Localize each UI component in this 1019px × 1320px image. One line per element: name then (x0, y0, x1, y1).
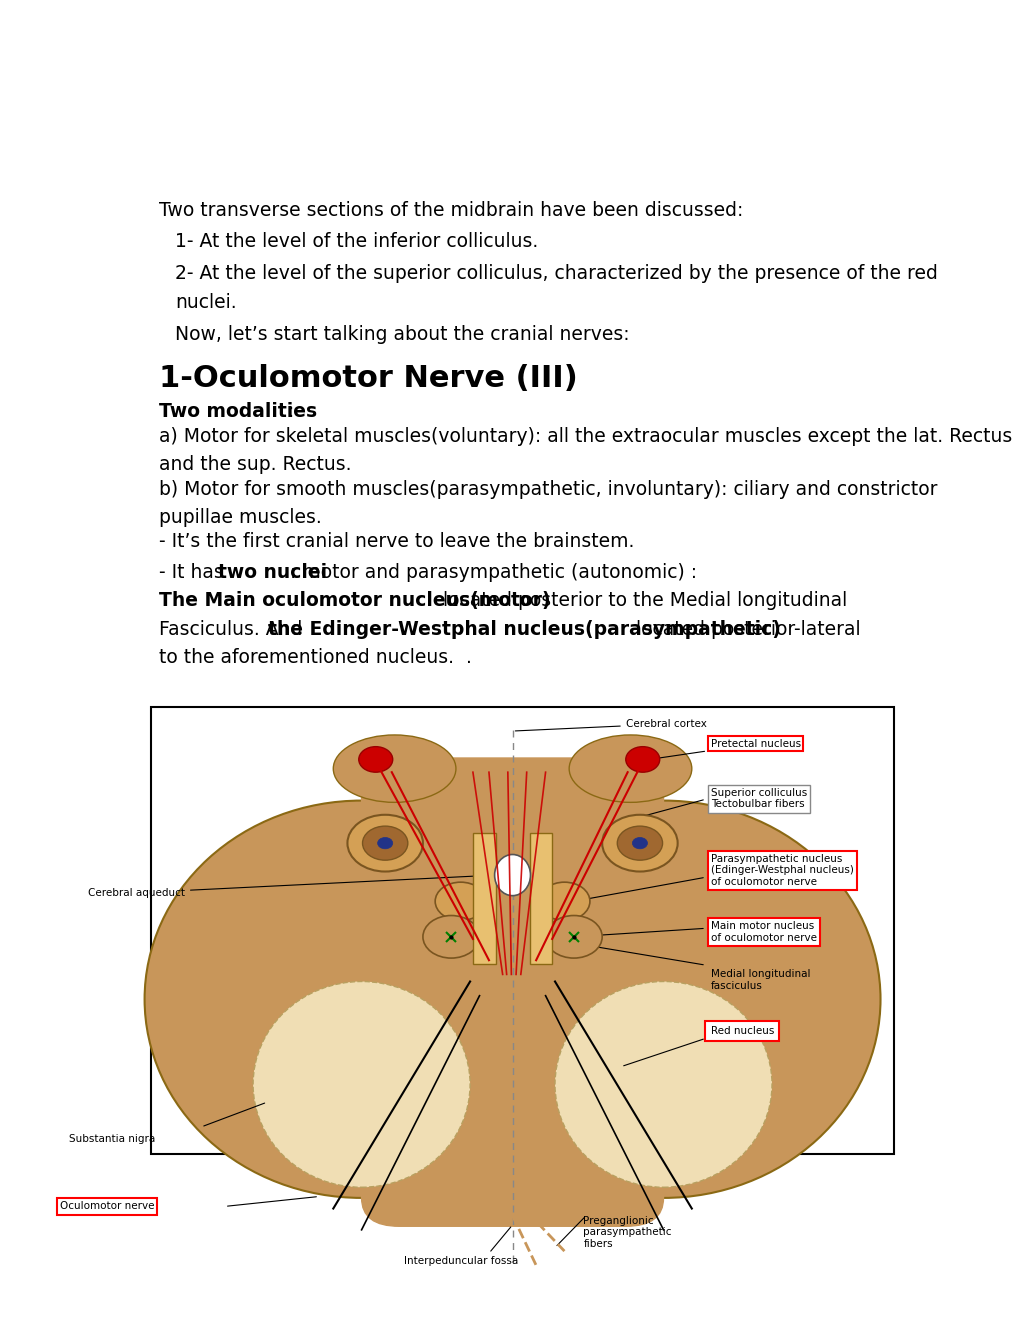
Text: Preganglionic
parasympathetic
fibers: Preganglionic parasympathetic fibers (583, 1216, 672, 1249)
Circle shape (616, 826, 662, 861)
Ellipse shape (253, 982, 470, 1187)
Ellipse shape (494, 854, 530, 896)
Text: Interpeduncular fossa: Interpeduncular fossa (404, 1257, 518, 1266)
Text: 1- At the level of the inferior colliculus.: 1- At the level of the inferior collicul… (175, 231, 538, 251)
Circle shape (538, 882, 589, 920)
Text: Fasciculus. And: Fasciculus. And (159, 620, 308, 639)
Circle shape (347, 814, 423, 871)
Text: Pretectal nucleus: Pretectal nucleus (651, 739, 800, 759)
Bar (529, 833, 551, 964)
Circle shape (359, 747, 392, 772)
Text: located posterior-lateral: located posterior-lateral (630, 620, 860, 639)
Text: Superior colliculus
Tectobulbar fibers: Superior colliculus Tectobulbar fibers (710, 788, 806, 809)
FancyBboxPatch shape (151, 708, 894, 1155)
Text: - It’s the first cranial nerve to leave the brainstem.: - It’s the first cranial nerve to leave … (159, 532, 634, 552)
Text: Two modalities: Two modalities (159, 403, 317, 421)
Text: - It has: - It has (159, 562, 229, 582)
Text: :: : (287, 403, 294, 421)
Text: the Edinger-Westphal nucleus(parasympathetic): the Edinger-Westphal nucleus(parasympath… (268, 620, 781, 639)
Text: to the aforementioned nucleus.  .: to the aforementioned nucleus. . (159, 648, 472, 668)
Text: Main motor nucleus
of oculomotor nerve: Main motor nucleus of oculomotor nerve (710, 921, 816, 942)
Circle shape (377, 837, 392, 849)
Text: Parasympathetic nucleus
(Edinger-Westphal nucleus)
of oculomotor nerve: Parasympathetic nucleus (Edinger-Westpha… (710, 854, 853, 887)
Text: Now, let’s start talking about the cranial nerves:: Now, let’s start talking about the crani… (175, 325, 629, 345)
Text: pupillae muscles.: pupillae muscles. (159, 508, 322, 527)
Circle shape (545, 916, 601, 958)
Circle shape (362, 826, 408, 861)
Circle shape (626, 747, 659, 772)
Circle shape (423, 916, 479, 958)
Circle shape (632, 837, 647, 849)
Circle shape (435, 882, 486, 920)
Text: : motor and parasympathetic (autonomic) :: : motor and parasympathetic (autonomic) … (290, 562, 697, 582)
Ellipse shape (333, 735, 455, 803)
Ellipse shape (446, 800, 879, 1199)
Text: Substantia nigra: Substantia nigra (69, 1134, 155, 1144)
Text: Cerebral aqueduct: Cerebral aqueduct (88, 875, 492, 898)
Text: a) Motor for skeletal muscles(voluntary): all the extraocular muscles except the: a) Motor for skeletal muscles(voluntary)… (159, 426, 1012, 446)
FancyBboxPatch shape (362, 758, 662, 1226)
Text: 1-Oculomotor Nerve (III): 1-Oculomotor Nerve (III) (159, 364, 578, 393)
Text: Red nucleus: Red nucleus (710, 1026, 773, 1036)
Text: and the sup. Rectus.: and the sup. Rectus. (159, 455, 352, 474)
Ellipse shape (145, 800, 578, 1199)
Ellipse shape (569, 735, 691, 803)
Ellipse shape (554, 982, 771, 1187)
Text: 2- At the level of the superior colliculus, characterized by the presence of the: 2- At the level of the superior collicul… (175, 264, 936, 282)
Bar (473, 833, 495, 964)
Text: b) Motor for smooth muscles(parasympathetic, involuntary): ciliary and constrict: b) Motor for smooth muscles(parasympathe… (159, 479, 936, 499)
Text: Oculomotor nerve: Oculomotor nerve (60, 1201, 154, 1212)
Circle shape (601, 814, 677, 871)
Text: Two transverse sections of the midbrain have been discussed:: Two transverse sections of the midbrain … (159, 201, 743, 220)
Text: The Main oculomotor nucleus(motor): The Main oculomotor nucleus(motor) (159, 591, 550, 610)
Text: two nuclei: two nuclei (217, 562, 326, 582)
Text: nuclei.: nuclei. (175, 293, 236, 312)
Text: located posterior to the Medial longitudinal: located posterior to the Medial longitud… (437, 591, 847, 610)
Text: Cerebral cortex: Cerebral cortex (515, 719, 706, 731)
Text: Medial longitudinal
fasciculus: Medial longitudinal fasciculus (710, 969, 809, 991)
